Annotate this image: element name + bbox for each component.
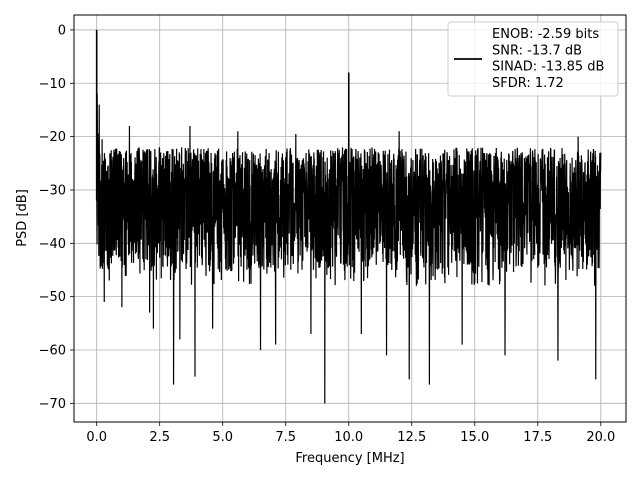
y-axis-label: PSD [dB] — [15, 189, 30, 247]
y-tick-label: −50 — [39, 290, 66, 305]
x-tick-label: 15.0 — [460, 430, 489, 445]
x-tick-label: 7.5 — [275, 430, 296, 445]
x-tick-label: 5.0 — [212, 430, 233, 445]
axes-frame — [73, 14, 627, 423]
y-tick-label: −10 — [39, 77, 66, 92]
x-axis-label: Frequency [MHz] — [295, 451, 404, 466]
y-tick-label: −40 — [39, 237, 66, 252]
x-tick-label: 12.5 — [397, 430, 426, 445]
x-tick-label: 0.0 — [86, 430, 107, 445]
x-axis-ticks: 0.0 2.5 5.0 7.5 10.0 12.5 15.0 17.5 20.0 — [86, 422, 615, 445]
legend-entry: SNR: -13.7 dB — [492, 43, 582, 58]
x-tick-label: 17.5 — [523, 430, 552, 445]
y-tick-label: −70 — [39, 397, 66, 412]
y-tick-label: −20 — [39, 130, 66, 145]
y-tick-label: −60 — [39, 343, 66, 358]
x-tick-label: 2.5 — [149, 430, 170, 445]
y-axis-ticks: 0 −10 −20 −30 −40 −50 −60 −70 — [39, 23, 74, 412]
legend-entry: SFDR: 1.72 — [492, 76, 564, 91]
y-tick-label: −30 — [39, 183, 66, 198]
y-tick-label: 0 — [58, 23, 66, 38]
x-tick-label: 10.0 — [334, 430, 363, 445]
legend-box — [447, 21, 619, 97]
legend-entry: SINAD: -13.85 dB — [492, 60, 604, 75]
legend-entry: ENOB: -2.59 bits — [492, 27, 599, 42]
series-group — [95, 29, 602, 404]
x-tick-label: 20.0 — [586, 430, 615, 445]
